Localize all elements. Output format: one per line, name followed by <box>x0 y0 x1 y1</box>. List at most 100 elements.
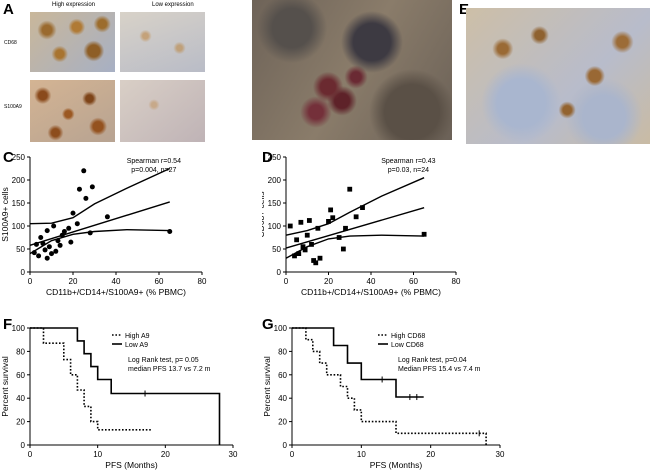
x-tick-label: 0 <box>290 450 295 459</box>
ci-lower-line <box>285 234 425 259</box>
x-tick-label: 20 <box>426 450 435 459</box>
col-header-high: High expression <box>52 2 96 8</box>
panel-label-e: E <box>459 1 470 18</box>
x-tick-label: 20 <box>324 277 333 286</box>
data-point <box>330 215 336 221</box>
data-point <box>292 253 297 259</box>
x-axis-label: CD11b+/CD14+/S100A9+ (% PBMC) <box>46 287 186 297</box>
ci-lower-line <box>29 228 170 255</box>
y-axis-label: Percent survival <box>0 356 10 417</box>
stats-annotation: p=0.03, n=24 <box>388 167 429 174</box>
data-point <box>328 207 334 213</box>
col-header-low: Low expression <box>152 2 194 8</box>
stats-annotation: Spearman r=0.54 <box>127 158 181 165</box>
y-tick-label: 0 <box>21 441 26 450</box>
x-axis-label: CD11b+/CD14+/S100A9+ (% PBMC) <box>301 287 441 297</box>
panel-label-g: G <box>262 316 274 333</box>
stats-annotation: median PFS 13.7 vs 7.2 m <box>128 366 211 373</box>
data-point <box>304 232 310 238</box>
y-tick-label: 60 <box>16 371 25 380</box>
x-tick-label: 30 <box>496 450 505 459</box>
data-point <box>343 225 348 231</box>
regression-line <box>285 207 425 249</box>
data-point <box>89 184 95 190</box>
y-tick-label: 40 <box>16 394 25 403</box>
x-tick-label: 10 <box>357 450 366 459</box>
data-point <box>309 242 314 247</box>
ci-upper-line <box>285 177 425 236</box>
y-axis-label: Percent survival <box>262 356 272 417</box>
data-point <box>167 229 173 235</box>
data-point <box>421 231 427 237</box>
y-tick-label: 20 <box>278 418 287 427</box>
data-point <box>38 235 44 240</box>
data-point <box>53 248 59 254</box>
x-tick-label: 40 <box>112 277 121 286</box>
data-point <box>51 223 57 229</box>
panel-label-a: A <box>3 1 14 18</box>
y-tick-label: 0 <box>283 441 288 450</box>
data-point <box>31 250 37 256</box>
ci-upper-line <box>29 167 171 225</box>
stats-annotation: Log Rank test, p=0.04 <box>398 357 467 364</box>
stats-annotation: Spearman r=0.43 <box>381 158 435 165</box>
data-point <box>49 251 54 257</box>
data-point <box>302 247 308 253</box>
data-point <box>306 218 312 223</box>
y-tick-label: 80 <box>278 347 287 356</box>
data-point <box>36 253 42 259</box>
micrograph-panel-b <box>252 0 452 140</box>
scatter-chart-d: 0 20 40 60 80 0 50 100 150 200 250 CD11b+/CD14+/S10… <box>262 153 461 297</box>
x-tick-label: 0 <box>284 277 289 286</box>
data-point <box>74 221 80 227</box>
y-tick-label: 250 <box>12 153 26 162</box>
data-point <box>42 247 48 253</box>
x-tick-label: 0 <box>28 450 33 459</box>
data-point <box>347 186 353 192</box>
micrograph-cd68-high <box>30 12 115 72</box>
y-tick-label: 250 <box>268 153 282 162</box>
data-point <box>317 255 323 261</box>
data-point <box>44 255 50 261</box>
y-axis-label: CD68+ cells <box>262 191 266 237</box>
x-tick-label: 60 <box>409 277 418 286</box>
data-point <box>326 219 331 224</box>
km-curve-high-cd68 <box>292 327 487 445</box>
scatter-chart-c: 0 20 40 60 80 0 50 100 150 200 250 CD11b+/CD14+/S10… <box>0 153 207 297</box>
km-curve-low-cd68 <box>292 327 424 398</box>
y-tick-label: 60 <box>278 371 287 380</box>
data-point <box>300 244 306 250</box>
y-tick-label: 0 <box>277 268 282 277</box>
data-point <box>294 237 300 243</box>
micrograph-s100a9-low <box>120 80 205 142</box>
data-point <box>83 195 89 201</box>
km-chart-f: 0 10 20 30 0 20 40 60 80 100 PFS (Months) Percent s… <box>0 324 238 470</box>
x-tick-label: 60 <box>155 277 164 286</box>
stats-annotation: Median PFS 15.4 vs 7.4 m <box>398 366 481 373</box>
y-axis-label: S100A9+ cells <box>0 187 10 242</box>
legend-label: Low A9 <box>125 342 148 349</box>
y-tick-label: 100 <box>12 324 26 333</box>
data-point <box>70 210 76 216</box>
y-tick-label: 200 <box>268 176 282 185</box>
data-point <box>57 242 63 248</box>
y-tick-label: 150 <box>268 199 282 208</box>
y-tick-label: 20 <box>16 418 25 427</box>
data-point <box>44 228 50 234</box>
data-point <box>313 260 319 266</box>
y-tick-label: 100 <box>268 222 282 231</box>
data-point <box>81 168 87 174</box>
data-point <box>87 230 93 236</box>
legend-label: High A9 <box>125 333 150 340</box>
data-point <box>104 214 110 220</box>
y-tick-label: 150 <box>12 199 26 208</box>
panel-label-f: F <box>3 316 13 333</box>
data-point <box>66 225 72 231</box>
data-point <box>360 205 365 210</box>
data-point <box>33 241 39 247</box>
y-tick-label: 50 <box>16 245 25 254</box>
micrograph-s100a9-high <box>30 80 115 142</box>
x-tick-label: 10 <box>93 450 102 459</box>
legend-label: Low CD68 <box>391 342 424 349</box>
x-tick-label: 80 <box>452 277 461 286</box>
